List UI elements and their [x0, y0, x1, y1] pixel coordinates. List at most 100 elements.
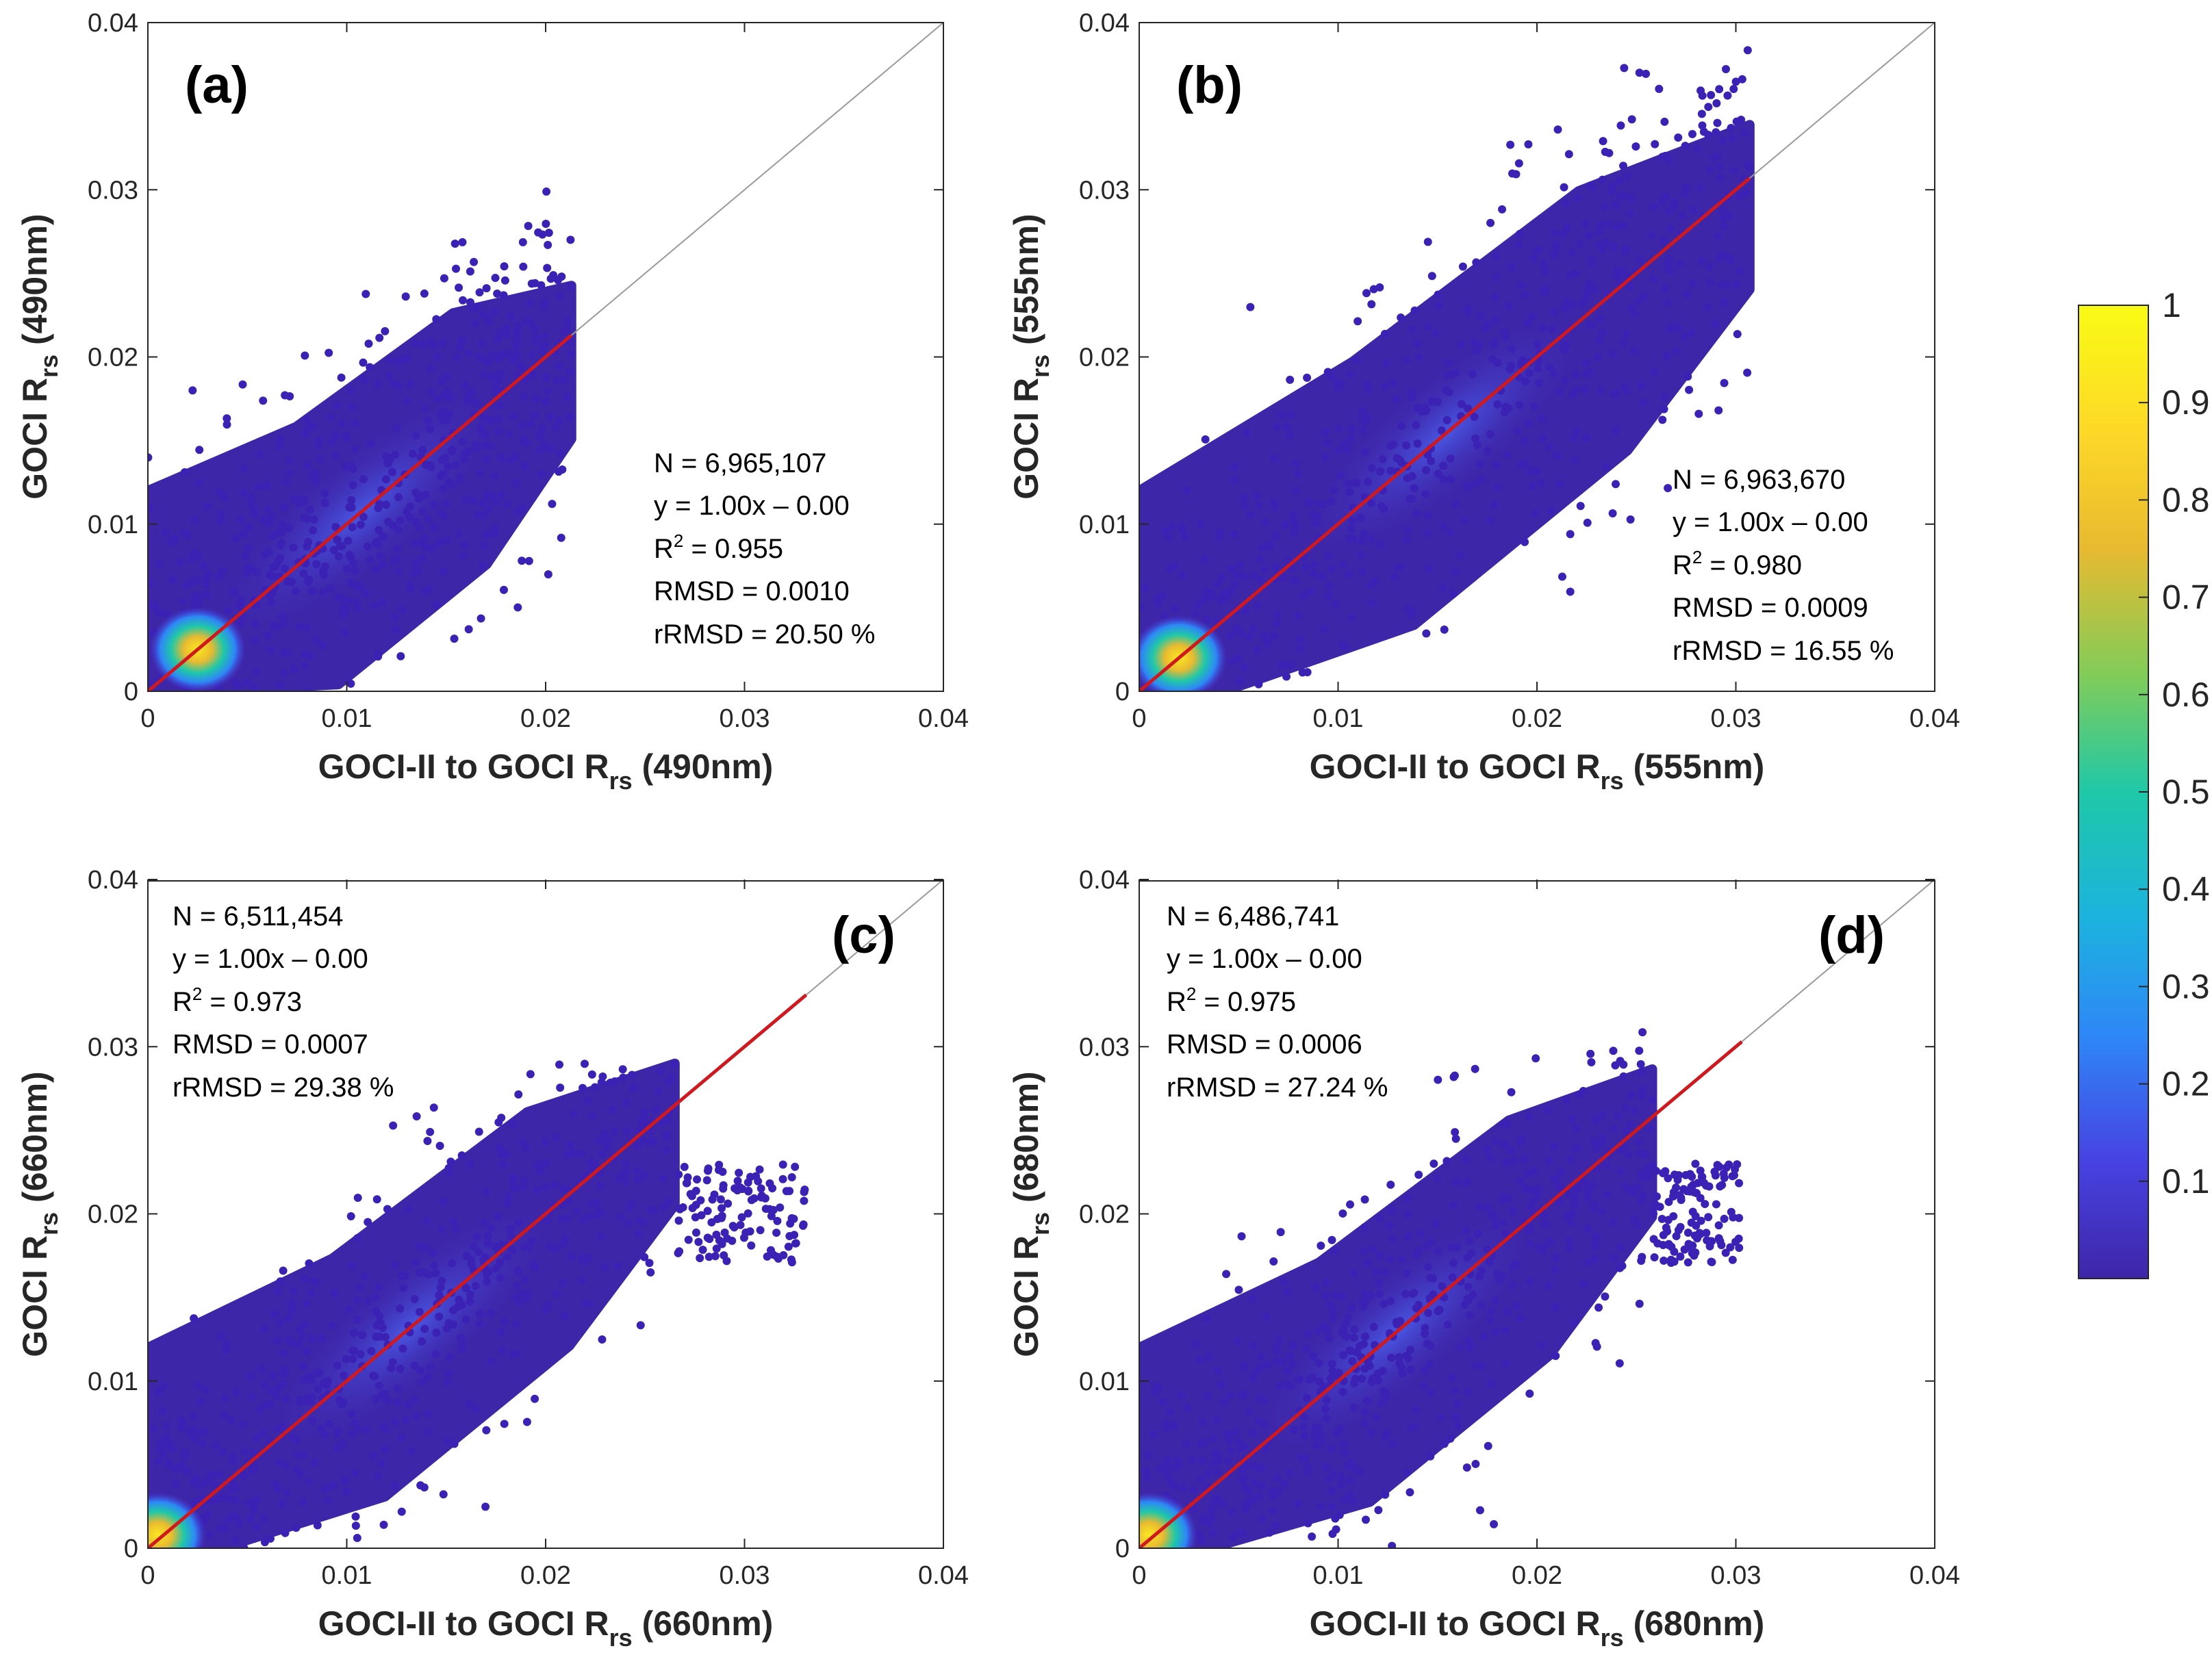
scatter-point: [340, 628, 349, 637]
scatter-point: [787, 1173, 796, 1182]
scatter-point: [328, 1321, 337, 1330]
scatter-point: [298, 1362, 307, 1371]
scatter-point: [301, 1320, 310, 1329]
scatter-point: [337, 373, 346, 382]
scatter-point: [416, 1366, 425, 1375]
scatter-point: [1386, 1296, 1395, 1305]
scatter-point: [273, 622, 282, 631]
scatter-point: [495, 401, 504, 410]
scatter-point: [381, 500, 390, 509]
scatter-point: [1661, 151, 1670, 160]
scatter-point: [309, 515, 318, 524]
scatter-point: [1715, 85, 1724, 94]
scatter-point: [1334, 424, 1343, 433]
scatter-point: [1423, 238, 1432, 246]
scatter-point: [1324, 551, 1333, 560]
scatter-point: [527, 1237, 536, 1246]
scatter-point: [1525, 369, 1534, 378]
scatter-point: [542, 219, 550, 228]
colorbar-tick-label: 0.4: [2162, 870, 2210, 908]
scatter-point: [720, 1228, 729, 1237]
scatter-point: [398, 1344, 407, 1353]
scatter-point: [1420, 1366, 1429, 1375]
scatter-point: [713, 1215, 722, 1224]
scatter-point: [1439, 475, 1448, 484]
scatter-point: [513, 1281, 522, 1290]
scatter-point: [667, 1073, 676, 1081]
scatter-point: [1325, 1334, 1334, 1343]
scatter-point: [1367, 598, 1376, 607]
scatter-point: [622, 1099, 631, 1107]
scatter-point: [1573, 194, 1582, 203]
scatter-point: [1200, 555, 1209, 564]
scatter-point: [448, 1259, 457, 1268]
scatter-point: [439, 567, 448, 576]
scatter-point: [646, 1127, 654, 1136]
scatter-point: [1704, 1213, 1713, 1222]
scatter-point: [1271, 563, 1280, 572]
scatter-point: [1633, 1183, 1642, 1192]
scatter-point: [522, 317, 531, 326]
scatter-point: [245, 523, 254, 532]
scatter-point: [251, 619, 259, 628]
scatter-point: [1573, 1144, 1581, 1153]
scatter-point: [1234, 1285, 1243, 1294]
scatter-point: [1525, 1389, 1534, 1398]
scatter-point: [1696, 1166, 1705, 1175]
panel-label-d: (d): [1818, 906, 1885, 964]
scatter-point: [1525, 1112, 1534, 1121]
scatter-point: [440, 274, 448, 283]
scatter-point: [1726, 1243, 1735, 1252]
scatter-point: [638, 1136, 647, 1145]
scatter-point: [1358, 1374, 1366, 1383]
scatter-point: [442, 500, 451, 509]
scatter-point: [1403, 1268, 1412, 1277]
scatter-point: [1507, 1088, 1516, 1096]
scatter-point: [1486, 218, 1495, 227]
scatter-point: [563, 393, 572, 402]
scatter-point: [1723, 91, 1732, 100]
scatter-point: [1351, 356, 1360, 365]
scatter-point: [579, 1276, 587, 1285]
scatter-point: [1247, 1294, 1256, 1303]
scatter-point: [1388, 1235, 1397, 1244]
scatter-point: [423, 1410, 432, 1419]
scatter-point: [1207, 593, 1216, 602]
scatter-point: [1591, 1339, 1600, 1348]
scatter-point: [1451, 1413, 1460, 1422]
scatter-point: [1560, 341, 1568, 350]
scatter-point: [747, 1241, 756, 1250]
stat-r2-c: R2 = 0.973: [173, 984, 302, 1017]
y-tick-label: 0.04: [88, 9, 138, 38]
scatter-point: [1636, 255, 1644, 264]
scatter-point: [466, 1290, 474, 1299]
scatter-point: [1521, 537, 1529, 546]
scatter-point: [1619, 1072, 1628, 1081]
scatter-point: [484, 318, 493, 326]
scatter-point: [457, 1151, 466, 1160]
scatter-point: [1713, 1161, 1722, 1170]
scatter-point: [1609, 1047, 1618, 1055]
scatter-point: [1477, 1301, 1486, 1310]
scatter-point: [1451, 1128, 1460, 1137]
scatter-point: [1726, 255, 1735, 264]
panel-label-c: (c): [832, 906, 895, 964]
scatter-point: [392, 554, 401, 563]
scatter-point: [1437, 1413, 1446, 1422]
scatter-point: [1410, 484, 1419, 493]
scatter-point: [381, 475, 390, 484]
scatter-point: [332, 401, 341, 410]
scatter-point: [1223, 1429, 1232, 1438]
scatter-point: [1714, 232, 1722, 241]
scatter-point: [304, 578, 313, 587]
scatter-point: [1615, 1359, 1624, 1368]
scatter-point: [1525, 1239, 1534, 1248]
scatter-point: [524, 556, 533, 565]
scatter-point: [178, 597, 187, 606]
scatter-point: [1402, 441, 1411, 450]
scatter-point: [443, 1378, 452, 1387]
scatter-point: [1434, 1075, 1442, 1084]
scatter-point: [1258, 1515, 1267, 1524]
scatter-point: [1614, 176, 1623, 185]
scatter-point: [390, 1481, 399, 1490]
